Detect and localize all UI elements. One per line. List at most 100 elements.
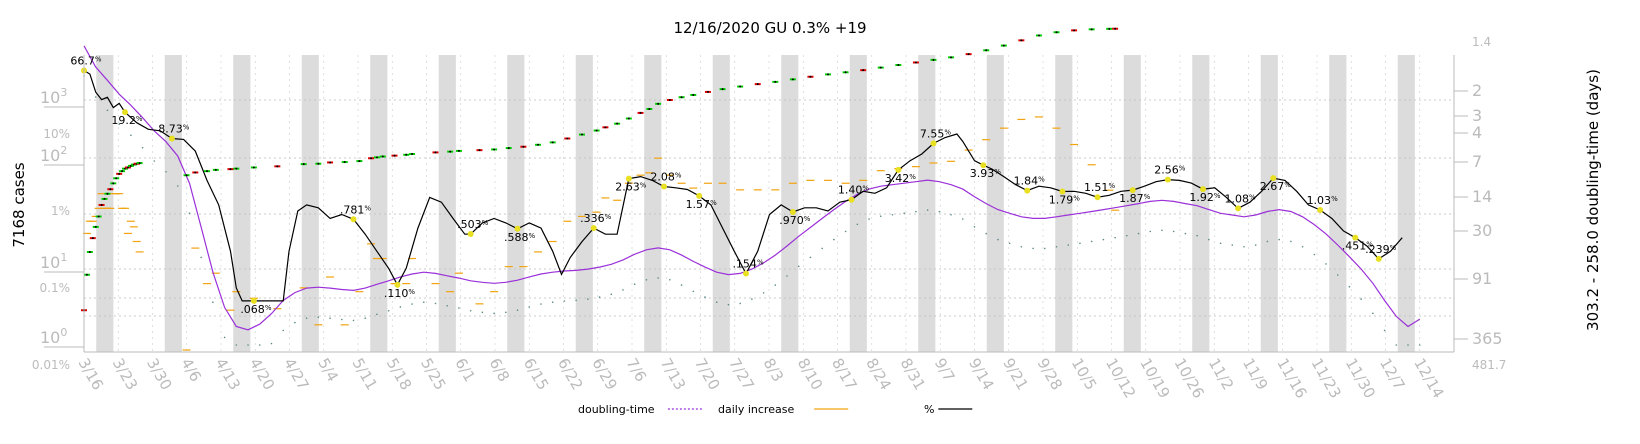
cases-dot: [566, 137, 569, 140]
cases-dot: [449, 150, 452, 153]
cases-dot: [1114, 27, 1117, 30]
cases-dot: [1002, 44, 1005, 47]
dotted-point: [1325, 263, 1327, 265]
dotted-point: [1126, 234, 1128, 237]
cases-dot: [616, 122, 619, 125]
dotted-point: [1336, 274, 1339, 276]
dotted-point: [938, 210, 941, 213]
annotation-label: 3.93%: [970, 167, 1002, 180]
annotation-marker: [250, 297, 257, 304]
cases-dot: [381, 155, 384, 158]
x-tick-label: 8/3: [760, 355, 788, 385]
annotation-unit: %: [1214, 192, 1221, 200]
dotted-point: [587, 298, 589, 300]
cases-dot: [827, 73, 830, 76]
dotted-point: [247, 344, 249, 346]
annotation-unit: %: [1284, 181, 1291, 189]
annotation-marker: [168, 135, 175, 142]
x-tick-label: 6/29: [588, 355, 620, 393]
annotation-label: 1.57%: [686, 198, 718, 211]
dotted-point: [809, 256, 812, 259]
cases-dot: [774, 80, 777, 83]
x-tick-label: 12/7: [1376, 355, 1408, 393]
cases-dot: [580, 133, 583, 136]
annotation-marker: [394, 281, 401, 288]
x-tick-label: 7/13: [657, 355, 689, 393]
cases-dot: [604, 126, 607, 129]
dotted-point: [317, 316, 320, 319]
week-band: [644, 55, 662, 352]
annotation-marker: [1094, 194, 1101, 201]
dotted-point: [411, 303, 413, 305]
week-band: [301, 55, 319, 352]
dotted-point: [1090, 240, 1093, 243]
cases-dot: [721, 88, 724, 91]
dotted-point: [469, 309, 472, 312]
dotted-point: [1020, 245, 1023, 248]
annotation-label: .970%: [779, 214, 811, 227]
annotation-label: 1.84%: [1014, 175, 1046, 188]
x-tick-label: 5/25: [417, 355, 449, 393]
cases-dot: [648, 107, 651, 110]
dotted-point: [294, 321, 296, 324]
dotted-point: [1243, 245, 1245, 248]
dotted-point: [1418, 344, 1421, 346]
annotation-label: 2.67%: [1260, 180, 1292, 193]
annotation-label: .451%: [1342, 240, 1374, 253]
doubling-time-series: [83, 45, 1421, 331]
dotted-point: [212, 301, 214, 304]
dotted-point: [458, 307, 460, 309]
cases-dot: [1037, 34, 1040, 37]
dotted-point: [352, 319, 355, 322]
annotation-marker: [467, 230, 474, 237]
cases-dot: [627, 117, 630, 120]
x-tick-label: 8/17: [828, 355, 860, 393]
cases-dot: [229, 168, 232, 171]
annotation-unit: %: [909, 173, 916, 181]
annotation-label: 1.51%: [1084, 181, 1116, 194]
right-tick: 3: [1472, 106, 1482, 125]
cases-dot: [317, 162, 320, 165]
cases-dot: [88, 250, 91, 253]
x-tick-label: 8/24: [862, 355, 894, 393]
cases-dot: [1055, 31, 1058, 34]
annotation-unit: %: [1073, 195, 1080, 203]
cases-dot: [276, 165, 279, 168]
dotted-point: [868, 218, 870, 220]
annotation-marker: [743, 270, 750, 277]
annotation-unit: %: [482, 219, 489, 227]
x-tick-label: 6/8: [486, 355, 514, 385]
cases-dot: [252, 166, 255, 169]
cases-dot: [358, 160, 361, 163]
chart-title: 12/16/2020 GU 0.3% +19: [673, 19, 866, 37]
dotted-point: [575, 299, 577, 302]
annotation-unit: %: [757, 259, 764, 267]
left-case-tick: 101: [40, 251, 67, 272]
cases-dot: [756, 83, 759, 86]
cases-dot: [194, 171, 197, 174]
dotted-point: [1313, 253, 1316, 256]
dotted-point: [1172, 230, 1175, 233]
right-tick: 91: [1472, 269, 1492, 288]
dotted-point: [528, 306, 531, 308]
dotted-point: [657, 277, 659, 279]
right-tick: 1.4: [1472, 35, 1491, 49]
dotted-point: [364, 317, 367, 319]
week-band: [575, 55, 593, 352]
x-tick-label: 9/7: [931, 355, 959, 385]
cases-dot: [94, 225, 97, 228]
dotted-point: [165, 170, 167, 173]
dotted-point: [481, 311, 484, 314]
annotation-marker: [930, 140, 937, 147]
x-tick-label: 7/6: [623, 355, 651, 385]
dotted-point: [844, 230, 847, 233]
x-tick-label: 10/26: [1171, 355, 1208, 401]
week-band: [438, 55, 456, 352]
cases-dot: [1108, 27, 1111, 30]
dotted-point: [1395, 344, 1398, 346]
cases-dot: [112, 182, 115, 185]
dotted-point: [915, 210, 917, 213]
cases-dot: [206, 170, 209, 173]
cases-dot: [405, 153, 408, 156]
